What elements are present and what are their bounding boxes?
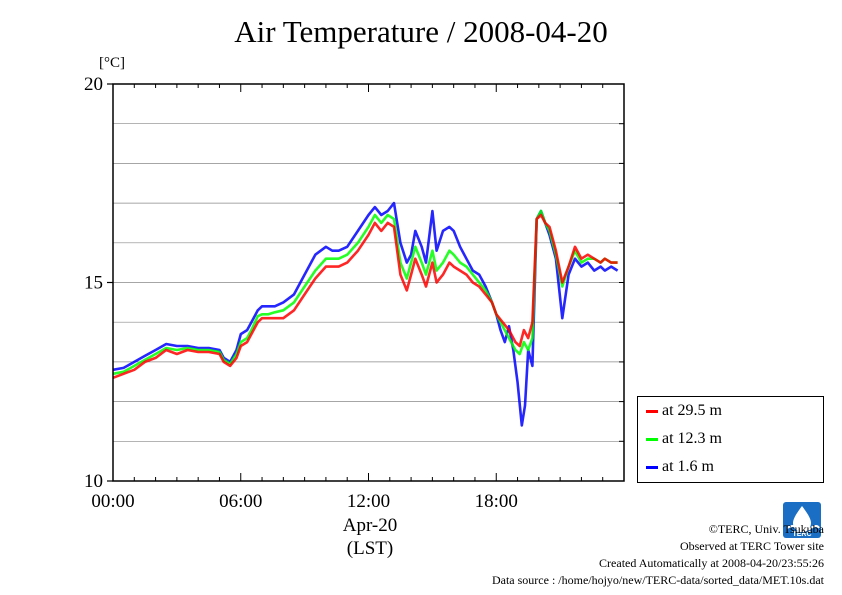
credit-created: Created Automatically at 2008-04-20/23:5… xyxy=(599,556,824,570)
legend-label: at 12.3 m xyxy=(662,430,722,447)
series-line-0 xyxy=(112,213,618,380)
logo-text: TERC xyxy=(792,531,811,538)
legend-item-12-3m: at 12.3 m xyxy=(646,429,722,449)
chart-legend: at 29.5 m at 12.3 m at 1.6 m xyxy=(637,396,824,483)
x-axis-timezone-label: (LST) xyxy=(346,538,394,559)
series-line-2 xyxy=(112,201,619,427)
legend-item-1-6m: at 1.6 m xyxy=(646,457,714,477)
y-tick-label: 20 xyxy=(84,74,103,95)
credit-copyright: ©TERC, Univ. Tsukuba xyxy=(708,522,824,536)
x-tick-label: 18:00 xyxy=(475,491,518,512)
legend-swatch-green xyxy=(646,437,658,441)
chart-title: Air Temperature / 2008-04-20 xyxy=(234,14,608,49)
x-tick-label: 06:00 xyxy=(219,491,262,512)
x-tick-label: 00:00 xyxy=(91,491,134,512)
legend-swatch-red xyxy=(646,409,658,413)
credit-source: Data source : /home/hojyo/new/TERC-data/… xyxy=(491,573,824,587)
x-axis-date-label: Apr-20 xyxy=(342,515,398,536)
legend-swatch-blue xyxy=(646,465,658,469)
x-tick-label: 12:00 xyxy=(347,491,390,512)
legend-label: at 29.5 m xyxy=(662,402,722,419)
legend-item-29-5m: at 29.5 m xyxy=(646,401,722,421)
y-tick-label: 15 xyxy=(84,273,103,294)
y-axis-unit-label: [°C] xyxy=(99,55,125,71)
credit-observed: Observed at TERC Tower site xyxy=(679,539,824,553)
terc-logo: TERC xyxy=(783,502,821,538)
y-tick-label: 10 xyxy=(84,471,103,492)
legend-label: at 1.6 m xyxy=(662,458,714,475)
